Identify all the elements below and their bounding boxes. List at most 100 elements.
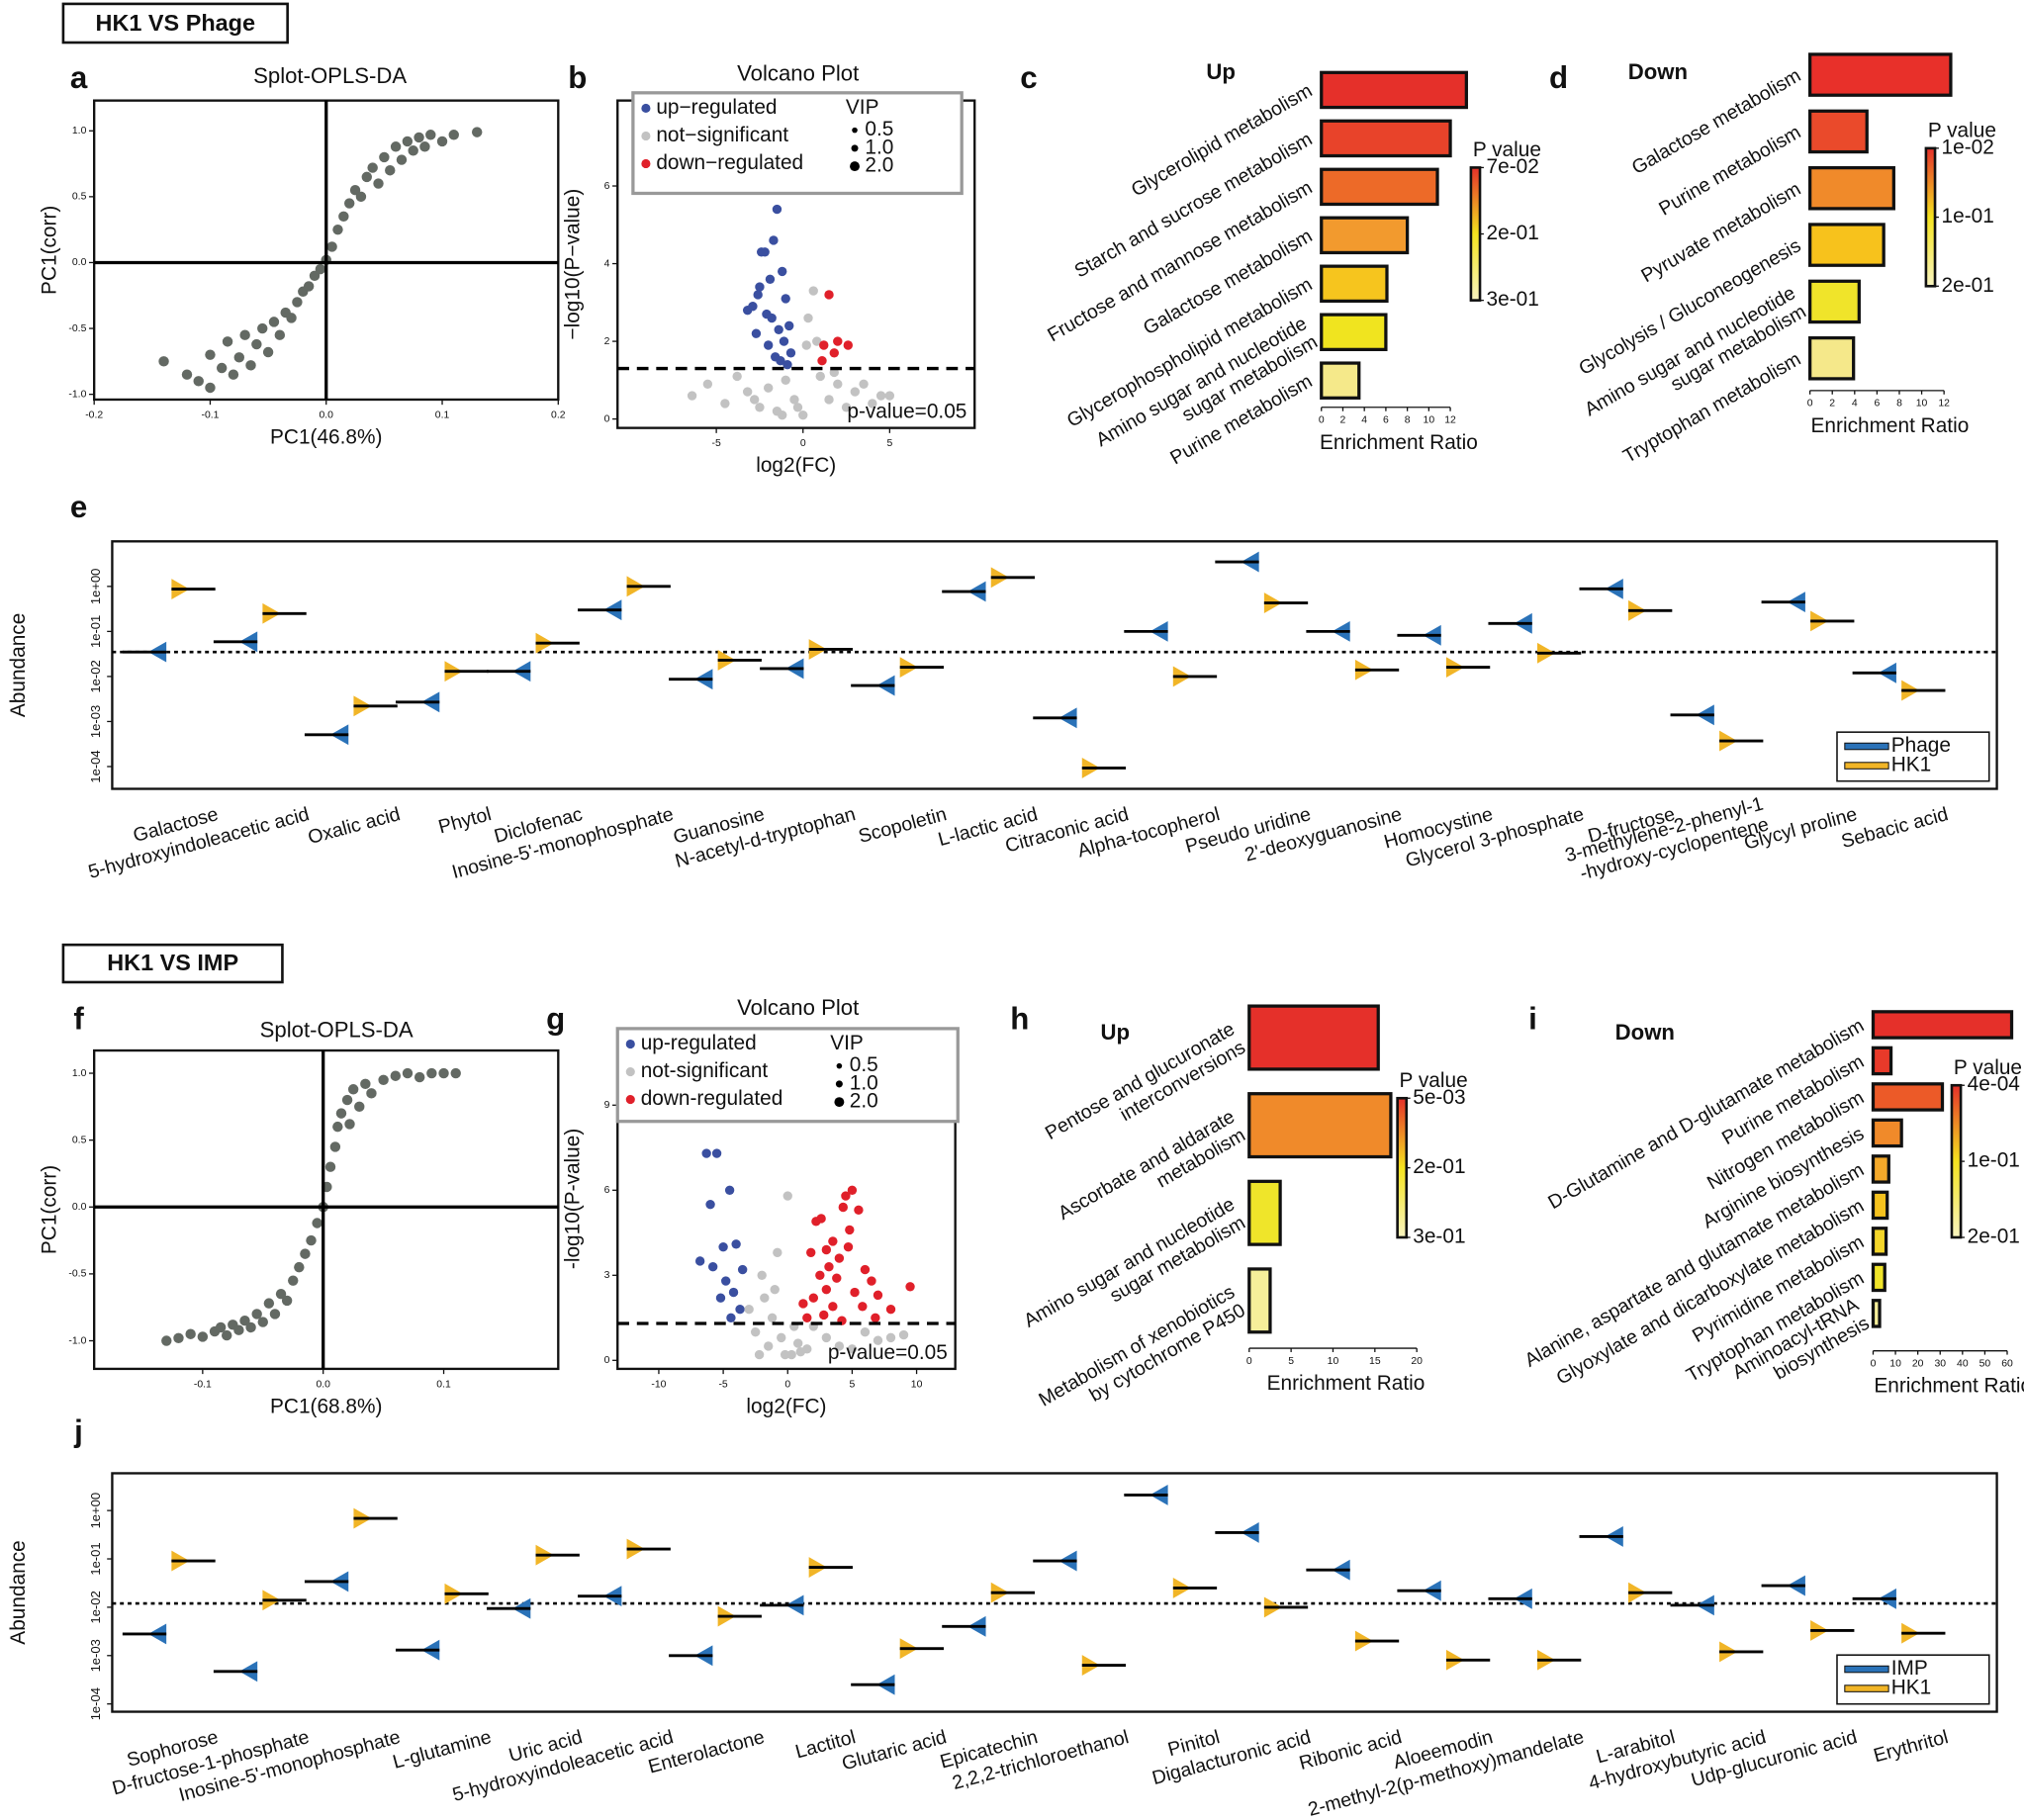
y-tick-label: -0.5 xyxy=(68,323,86,334)
point xyxy=(850,387,860,397)
size-legend-swatch xyxy=(835,1080,843,1088)
point xyxy=(292,297,303,308)
x-axis-label: log2(FC) xyxy=(756,454,836,477)
point xyxy=(367,162,378,173)
category-label: Pyruvate metabolism xyxy=(1637,178,1804,287)
point xyxy=(379,151,390,163)
x-tick-label: 6 xyxy=(1874,399,1880,410)
size-legend-title: VIP xyxy=(830,1032,864,1054)
point xyxy=(222,336,233,347)
point xyxy=(833,336,843,346)
point xyxy=(754,1349,765,1360)
legend-label: HK1 xyxy=(1891,1677,1932,1699)
point xyxy=(185,1328,196,1339)
point xyxy=(773,1247,782,1258)
point xyxy=(778,266,787,277)
point xyxy=(694,1256,705,1266)
point xyxy=(228,369,239,380)
legend-box xyxy=(615,1027,960,1124)
x-axis-label: Enrichment Ratio xyxy=(1874,1375,2024,1398)
y-tick-label: 1e-02 xyxy=(88,1591,103,1623)
y-tick-label: 9 xyxy=(604,1100,610,1111)
bar xyxy=(1871,1082,1945,1112)
y-tick-label: 6 xyxy=(604,1185,610,1196)
point xyxy=(777,1332,786,1343)
point xyxy=(711,1148,722,1158)
point xyxy=(755,403,765,412)
size-legend-swatch xyxy=(834,1097,845,1108)
point xyxy=(781,375,790,386)
x-tick-label: 0.2 xyxy=(551,410,566,420)
legend-box xyxy=(631,91,964,196)
bar xyxy=(1320,216,1410,255)
bar xyxy=(1871,1046,1893,1076)
point xyxy=(737,1264,748,1275)
point xyxy=(344,1119,355,1130)
y-tick-label: 6 xyxy=(604,181,610,192)
chart-title: Down xyxy=(1615,1020,1675,1045)
point xyxy=(450,1067,461,1079)
x-tick-label: 12 xyxy=(1444,415,1456,426)
x-tick-label: 6 xyxy=(1383,415,1389,426)
x-tick-label: -10 xyxy=(651,1379,666,1390)
y-tick-label: 1e-03 xyxy=(88,1639,103,1672)
y-tick-label: 1.0 xyxy=(72,126,87,136)
point xyxy=(860,1326,871,1337)
bar xyxy=(1871,1262,1886,1293)
y-tick-label: 3 xyxy=(604,1270,610,1281)
point xyxy=(275,1288,287,1300)
point xyxy=(774,324,783,334)
point xyxy=(735,1305,745,1315)
point xyxy=(824,1262,834,1272)
point xyxy=(834,1341,845,1351)
legend-box xyxy=(1836,1654,1990,1705)
chart-title: Splot-OPLS-DA xyxy=(260,1017,414,1042)
chart-title: Volcano Plot xyxy=(737,995,859,1020)
colorbar-label: 1e-02 xyxy=(1942,136,1994,158)
point xyxy=(770,1284,780,1295)
legend-swatch xyxy=(1844,1684,1889,1692)
point xyxy=(816,1214,826,1224)
y-axis-label: Abundance xyxy=(7,613,30,717)
point xyxy=(471,127,483,137)
point xyxy=(833,379,843,389)
point xyxy=(197,1331,209,1342)
colorbar-label: 5e-03 xyxy=(1413,1086,1465,1109)
y-axis-label: PC1(corr) xyxy=(38,206,60,295)
point xyxy=(274,329,286,340)
category-label: Phytol xyxy=(436,803,494,838)
size-legend-swatch xyxy=(852,127,858,134)
point xyxy=(815,371,825,382)
point xyxy=(335,1108,347,1119)
point xyxy=(806,1247,816,1258)
point xyxy=(755,282,765,292)
point xyxy=(798,1299,808,1309)
point xyxy=(854,1205,864,1216)
panel-letter: b xyxy=(568,60,587,95)
point xyxy=(361,171,373,183)
point xyxy=(867,1276,876,1286)
legend-swatch xyxy=(641,131,651,141)
point xyxy=(828,1302,838,1312)
point xyxy=(181,369,193,380)
point xyxy=(390,141,402,152)
point xyxy=(251,1309,262,1320)
legend-label: HK1 xyxy=(1891,754,1932,776)
section-title: HK1 VS IMP xyxy=(107,950,238,975)
legend-swatch xyxy=(1844,742,1889,751)
x-axis-label: Enrichment Ratio xyxy=(1320,431,1478,454)
x-tick-label: 12 xyxy=(1938,399,1950,410)
x-tick-label: -0.1 xyxy=(201,410,219,420)
colorbar-title: P value xyxy=(1928,119,1996,141)
size-legend-swatch xyxy=(850,161,860,172)
point xyxy=(742,387,753,397)
point xyxy=(360,1078,371,1090)
bar xyxy=(1807,52,1953,97)
x-tick-label: 10 xyxy=(1424,415,1435,426)
size-legend-label: 1.0 xyxy=(850,1071,878,1094)
plot-frame xyxy=(93,1048,560,1371)
point xyxy=(245,1321,256,1333)
y-tick-label: 1e+00 xyxy=(88,1493,103,1529)
x-axis-label: Enrichment Ratio xyxy=(1811,414,1970,437)
